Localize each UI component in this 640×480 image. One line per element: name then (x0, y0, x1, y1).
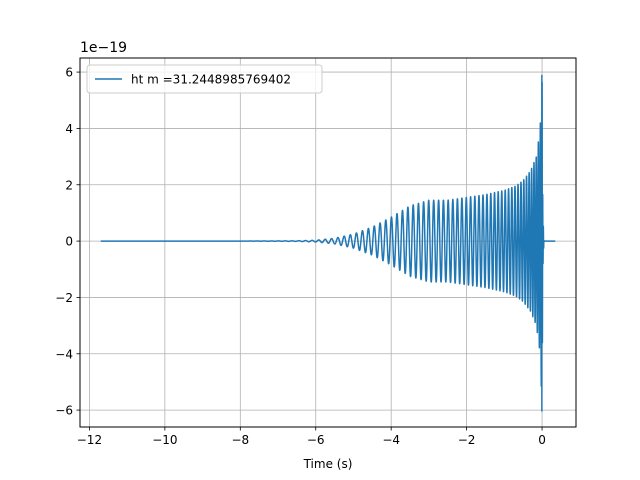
y-tick-label: 4 (65, 122, 73, 136)
y-tick-label: −4 (55, 347, 73, 361)
axes-frame (79, 57, 577, 428)
y-tick-label: 0 (65, 235, 73, 249)
x-tick-label: 0 (538, 433, 546, 447)
x-tick-label: −2 (458, 433, 476, 447)
x-tick-label: −10 (152, 433, 177, 447)
legend-label: ht m =31.2448985769402 (131, 73, 291, 87)
y-tick-label: −2 (55, 291, 73, 305)
x-tick-label: −4 (382, 433, 400, 447)
legend: ht m =31.2448985769402 (86, 64, 323, 94)
y-offset-label: 1e−19 (80, 40, 127, 56)
series-line-ht (100, 81, 556, 387)
x-tick-label: −8 (231, 433, 249, 447)
x-axis-label: Time (s) (303, 457, 353, 471)
y-tick-label: 2 (65, 178, 73, 192)
axis-ticks: −12 −10 −8 −6 −4 −2 0 −6 −4 −2 0 2 4 6 (55, 66, 546, 447)
plot-area (100, 74, 556, 412)
y-tick-label: −6 (55, 404, 73, 418)
x-tick-label: −6 (307, 433, 325, 447)
y-tick-label: 6 (65, 66, 73, 80)
legend-box (86, 64, 323, 94)
x-tick-label: −12 (77, 433, 102, 447)
